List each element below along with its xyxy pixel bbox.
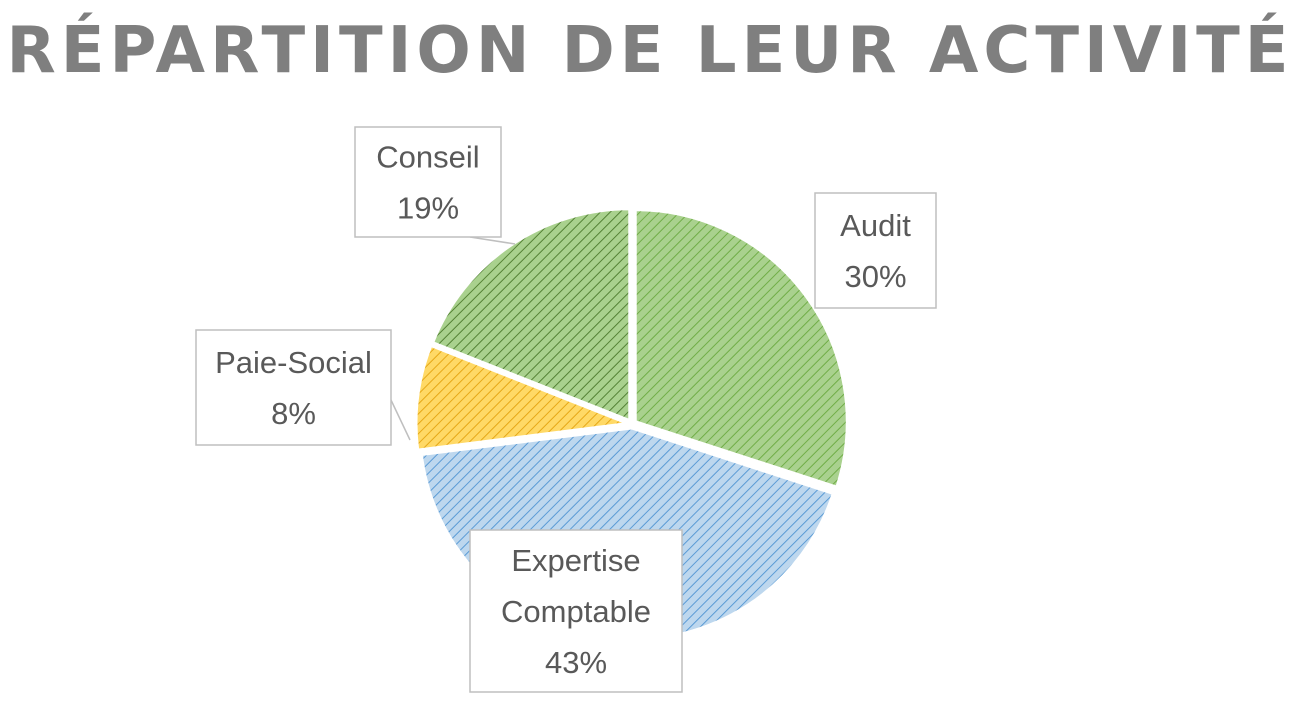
data-label-box [195, 329, 392, 446]
data-label-paie-social: Paie-Social 8% [195, 329, 392, 446]
data-label-text: Paie-Social 8% [215, 345, 372, 431]
pie-slice-conseil [430, 207, 632, 423]
data-label-expertise-comptable: Expertise Comptable 43% [469, 529, 683, 693]
leader-line [390, 399, 411, 441]
leader-line [469, 236, 516, 245]
data-label-text: Expertise Comptable 43% [501, 543, 651, 680]
data-label-box [469, 529, 683, 693]
data-label-conseil: Conseil 19% [354, 126, 502, 238]
data-label-text: Audit 30% [840, 208, 911, 294]
pie-slice-audit [633, 208, 849, 490]
chart-title: RÉPARTITION DE LEUR ACTIVITÉ [6, 14, 1294, 88]
data-label-box [814, 192, 937, 309]
data-label-box [354, 126, 502, 238]
data-label-audit: Audit 30% [814, 192, 937, 309]
pie-slice-paie-social [414, 343, 629, 452]
data-label-text: Conseil 19% [376, 140, 479, 226]
